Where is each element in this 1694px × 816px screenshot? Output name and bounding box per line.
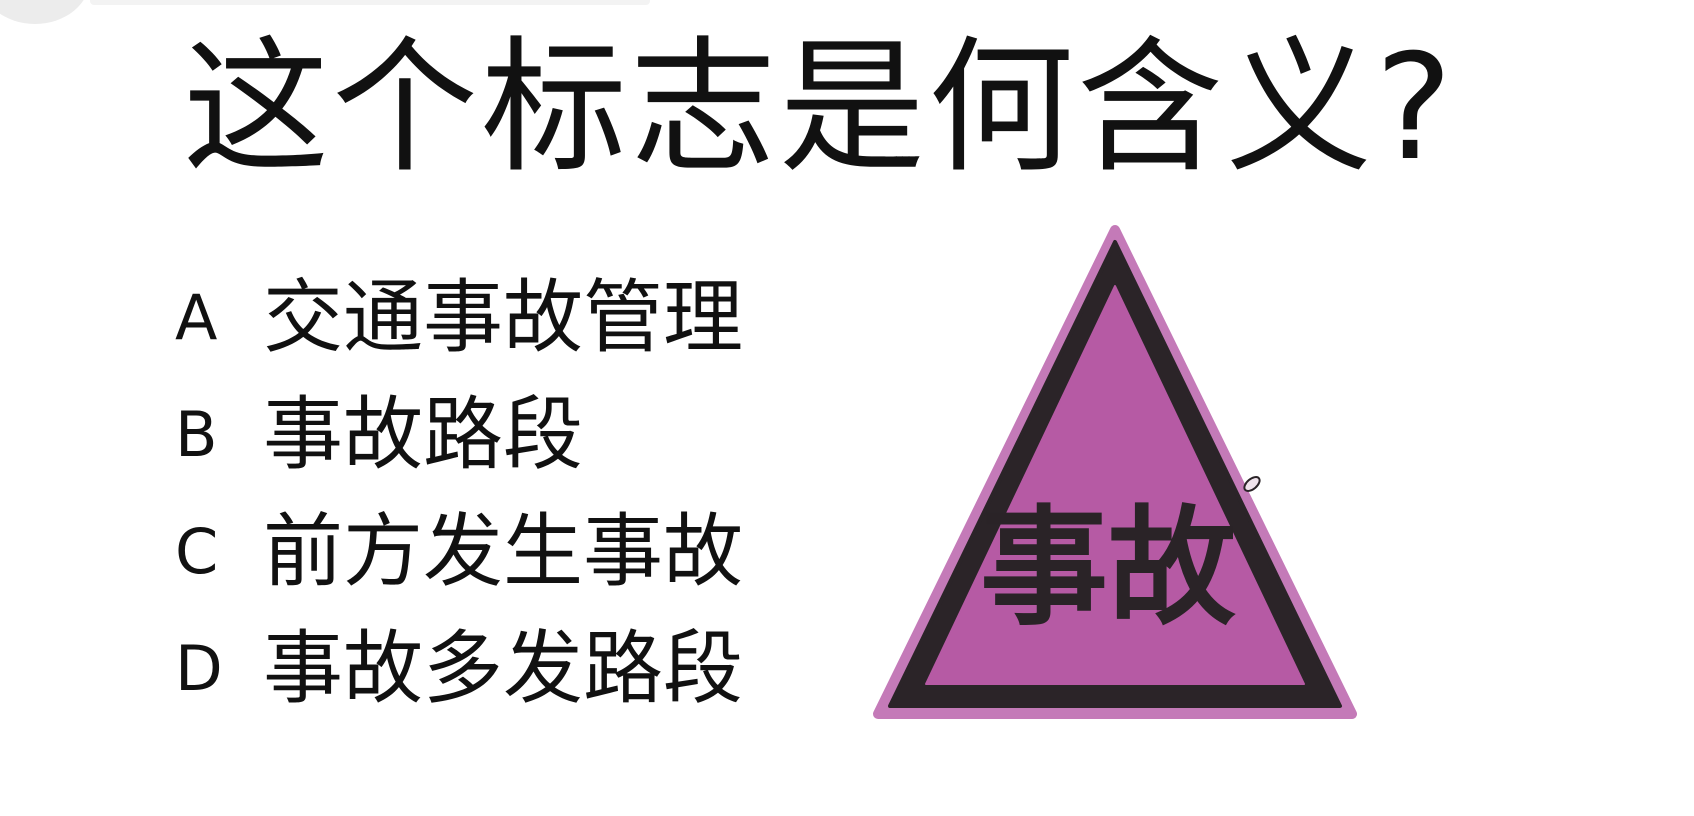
corner-circle-decoration [0,0,90,24]
accident-warning-sign: 事故 [870,222,1360,722]
option-d[interactable]: D 事故多发路段 [175,619,743,719]
option-c-letter: C [175,515,219,588]
option-c-text: 前方发生事故 [263,505,743,598]
accident-warning-triangle-icon: 事故 [873,225,1357,719]
question-title: 这个标志是何含义? [183,23,1456,193]
top-strip-decoration [90,0,650,5]
option-b-letter: B [175,398,218,471]
option-d-letter: D [175,632,223,705]
option-c[interactable]: C 前方发生事故 [175,502,743,602]
option-d-text: 事故多发路段 [263,622,743,715]
pin-mark [1243,476,1261,492]
sign-text: 事故 [980,494,1236,643]
option-b-text: 事故路段 [263,388,583,481]
option-a-letter: A [175,281,218,354]
option-b[interactable]: B 事故路段 [175,385,583,485]
option-a[interactable]: A 交通事故管理 [175,268,743,368]
option-a-text: 交通事故管理 [263,271,743,364]
answer-options: A 交通事故管理 B 事故路段 C 前方发生事故 D 事故多发路段 [175,268,815,728]
sign-fill [925,285,1305,685]
